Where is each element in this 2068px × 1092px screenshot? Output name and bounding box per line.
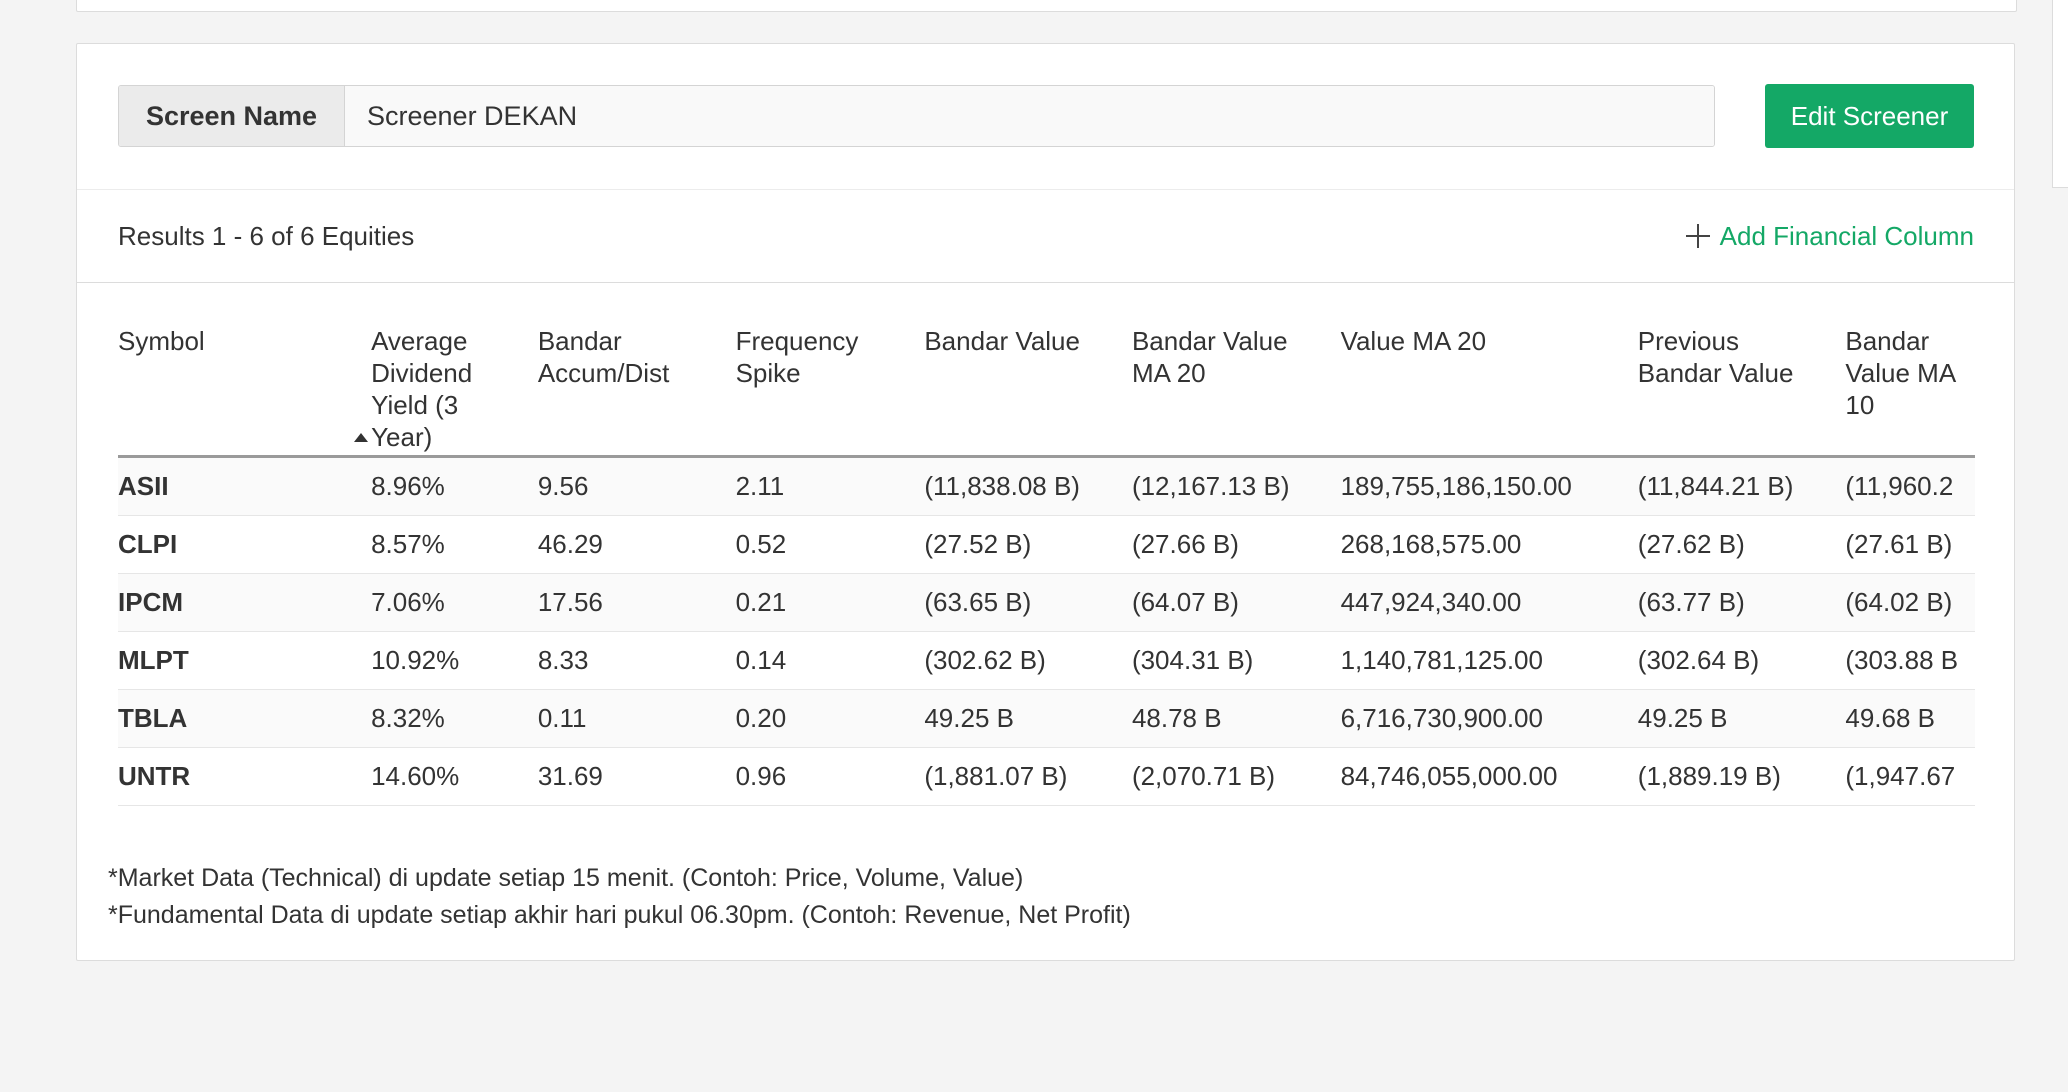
column-header-previous-bandar-value[interactable]: Previous Bandar Value [1637,319,1846,458]
table-cell: (63.77 B) [1637,573,1846,632]
table-cell: 0.14 [735,631,925,690]
table-row[interactable]: ASII 8.96% 9.56 2.11 (11,838.08 B) (12,167.13… [118,456,1975,516]
table-cell: (63.65 B) [924,573,1132,632]
table-cell: 0.20 [735,689,925,748]
symbol-cell[interactable]: TBLA [118,689,372,748]
table-cell: 268,168,575.00 [1340,515,1638,574]
footnote-fundamental-data: *Fundamental Data di update setiap akhir… [108,901,1131,929]
plus-icon [1685,224,1710,248]
table-cell: (302.62 B) [924,631,1132,690]
add-financial-column-label: Add Financial Column [1719,221,1974,251]
table-header-row: Symbol Average Dividend Yield (3 Year) B… [118,319,1975,458]
table-cell: 8.96% [371,456,538,516]
table-cell: 2.11 [735,456,925,516]
table-cell: 8.57% [371,515,538,574]
table-cell: (27.66 B) [1131,515,1341,574]
table-cell: (12,167.13 B) [1131,456,1341,516]
symbol-cell[interactable]: IPCM [118,573,372,632]
table-cell: (11,838.08 B) [924,456,1132,516]
symbol-cell[interactable]: CLPI [118,515,372,574]
add-financial-column-button[interactable]: Add Financial Column [1685,190,1974,282]
table-cell: 49.25 B [1637,689,1846,748]
table-cell: (27.61 B) [1845,515,1975,574]
sort-ascending-icon [354,433,369,442]
table-body: ASII 8.96% 9.56 2.11 (11,838.08 B) (12,167.13… [118,456,1975,806]
symbol-cell[interactable]: ASII [118,456,372,516]
screener-card: Screen Name Edit Screener Results 1 - 6 … [76,43,2015,961]
column-header-frequency-spike[interactable]: Frequency Spike [735,319,925,458]
table-cell: 189,755,186,150.00 [1340,456,1638,516]
edit-screener-button[interactable]: Edit Screener [1765,84,1974,148]
table-cell: 17.56 [537,573,736,632]
table-cell: (27.52 B) [924,515,1132,574]
table-cell: (1,881.07 B) [924,747,1132,806]
table-row[interactable]: TBLA 8.32% 0.11 0.20 49.25 B 48.78 B 6,716,730… [118,689,1975,748]
side-panel-edge [2052,0,2068,188]
column-header-bandar-value[interactable]: Bandar Value [924,319,1132,458]
table-cell: 0.21 [735,573,925,632]
column-header-bandar-value-ma10[interactable]: Bandar Value MA 10 [1845,319,1975,458]
table-cell: 10.92% [371,631,538,690]
screen-name-label: Screen Name [119,86,345,146]
previous-card [76,0,2017,12]
column-header-bandar-value-ma20[interactable]: Bandar Value MA 20 [1131,319,1341,458]
table-cell: (304.31 B) [1131,631,1341,690]
results-summary: Results 1 - 6 of 6 Equities [118,221,415,251]
table-cell: 0.52 [735,515,925,574]
table-row[interactable]: MLPT 10.92% 8.33 0.14 (302.62 B) (304.31 B) 1,… [118,631,1975,690]
table-row[interactable]: UNTR 14.60% 31.69 0.96 (1,881.07 B) (2,070.71… [118,747,1975,806]
footnote-market-data: *Market Data (Technical) di update setia… [108,864,1024,892]
table-cell: 0.96 [735,747,925,806]
symbol-cell[interactable]: UNTR [118,747,372,806]
table-cell: 0.11 [537,689,736,748]
results-bar: Results 1 - 6 of 6 Equities Add Financia… [77,189,2014,283]
table-cell: 8.32% [371,689,538,748]
table-cell: (303.88 B [1845,631,1975,690]
table-cell: 48.78 B [1131,689,1341,748]
table-row[interactable]: IPCM 7.06% 17.56 0.21 (63.65 B) (64.07 B) 447,… [118,573,1975,632]
table-cell: (1,889.19 B) [1637,747,1846,806]
table-cell: 6,716,730,900.00 [1340,689,1638,748]
table-cell: (11,960.2 [1845,456,1975,516]
table-cell: 447,924,340.00 [1340,573,1638,632]
table-cell: (64.02 B) [1845,573,1975,632]
screen-name-input[interactable] [345,86,1714,146]
results-table: Symbol Average Dividend Yield (3 Year) B… [118,319,1975,806]
table-cell: 31.69 [537,747,736,806]
table-cell: (1,947.67 [1845,747,1975,806]
table-cell: 49.25 B [924,689,1132,748]
table-cell: 7.06% [371,573,538,632]
table-cell: 8.33 [537,631,736,690]
table-cell: 9.56 [537,456,736,516]
table-cell: (27.62 B) [1637,515,1846,574]
symbol-cell[interactable]: MLPT [118,631,372,690]
screen-name-group: Screen Name [118,85,1715,147]
footnotes: *Market Data (Technical) di update setia… [108,860,1131,934]
column-header-bandar-accum-dist[interactable]: Bandar Accum/Dist [537,319,736,458]
table-cell: 14.60% [371,747,538,806]
column-header-avg-dividend-yield[interactable]: Average Dividend Yield (3 Year) [354,319,538,458]
table-cell: 49.68 B [1845,689,1975,748]
table-cell: 46.29 [537,515,736,574]
results-table-wrapper: Symbol Average Dividend Yield (3 Year) B… [118,319,1975,806]
column-header-value-ma20[interactable]: Value MA 20 [1340,319,1638,458]
table-cell: 1,140,781,125.00 [1340,631,1638,690]
table-row[interactable]: CLPI 8.57% 46.29 0.52 (27.52 B) (27.66 B) 268,… [118,515,1975,574]
table-cell: 84,746,055,000.00 [1340,747,1638,806]
table-cell: (2,070.71 B) [1131,747,1341,806]
table-cell: (64.07 B) [1131,573,1341,632]
column-header-symbol[interactable]: Symbol [118,319,372,458]
table-cell: (11,844.21 B) [1637,456,1846,516]
table-cell: (302.64 B) [1637,631,1846,690]
